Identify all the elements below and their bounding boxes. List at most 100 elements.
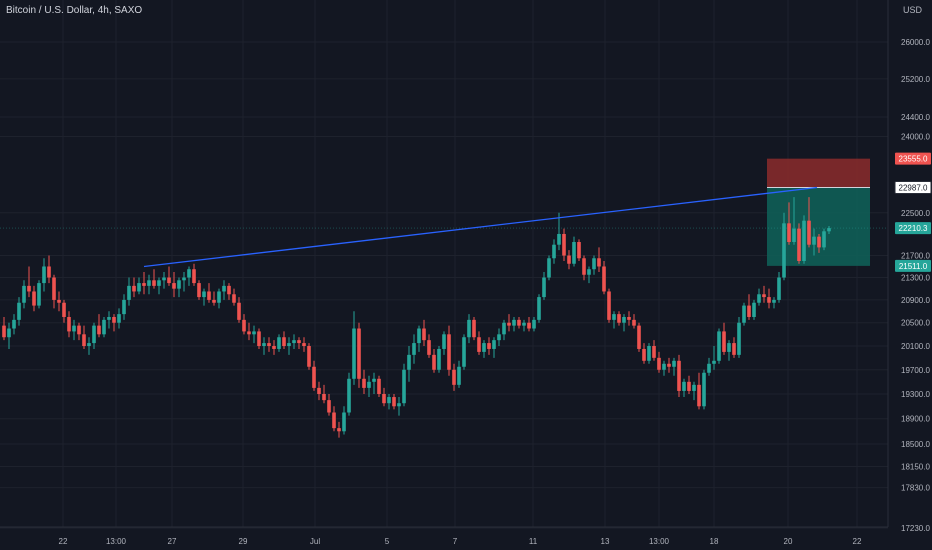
- candle-up[interactable]: [802, 220, 806, 261]
- candle-up[interactable]: [442, 334, 446, 349]
- candle-down[interactable]: [422, 328, 426, 341]
- candle-down[interactable]: [452, 369, 456, 385]
- candle-up[interactable]: [522, 322, 526, 326]
- trendline[interactable]: [143, 186, 818, 268]
- candle-down[interactable]: [67, 316, 71, 332]
- candle-up[interactable]: [757, 294, 761, 303]
- candle-up[interactable]: [367, 381, 371, 388]
- candle-down[interactable]: [382, 393, 386, 404]
- candle-up[interactable]: [402, 369, 406, 404]
- candle-down[interactable]: [57, 299, 61, 303]
- candle-down[interactable]: [172, 283, 176, 289]
- candle-up[interactable]: [497, 334, 501, 341]
- candle-up[interactable]: [157, 280, 161, 286]
- candle-up[interactable]: [772, 299, 776, 303]
- candle-down[interactable]: [617, 314, 621, 323]
- candle-down[interactable]: [197, 283, 201, 298]
- candle-up[interactable]: [482, 343, 486, 352]
- candle-up[interactable]: [202, 291, 206, 298]
- candle-down[interactable]: [192, 269, 196, 284]
- candle-down[interactable]: [642, 348, 646, 361]
- candle-up[interactable]: [782, 223, 786, 278]
- candle-down[interactable]: [627, 316, 631, 320]
- candle-down[interactable]: [427, 340, 431, 355]
- candle-down[interactable]: [62, 302, 66, 317]
- candle-up[interactable]: [742, 305, 746, 323]
- candle-up[interactable]: [412, 343, 416, 355]
- candle-down[interactable]: [337, 428, 341, 432]
- candle-up[interactable]: [42, 266, 46, 284]
- candle-up[interactable]: [182, 277, 186, 281]
- candle-down[interactable]: [242, 319, 246, 332]
- candle-up[interactable]: [707, 363, 711, 373]
- candle-up[interactable]: [492, 340, 496, 349]
- candle-up[interactable]: [702, 372, 706, 407]
- candle-down[interactable]: [787, 223, 791, 243]
- candle-down[interactable]: [227, 285, 231, 295]
- candle-up[interactable]: [187, 269, 191, 278]
- candle-down[interactable]: [472, 319, 476, 338]
- candle-up[interactable]: [407, 354, 411, 370]
- candle-down[interactable]: [282, 337, 286, 347]
- candle-down[interactable]: [317, 387, 321, 394]
- candle-up[interactable]: [252, 331, 256, 335]
- candle-up[interactable]: [37, 283, 41, 306]
- candle-down[interactable]: [257, 331, 261, 347]
- stop-loss-zone[interactable]: [767, 158, 870, 188]
- candle-down[interactable]: [567, 255, 571, 264]
- candle-up[interactable]: [467, 319, 471, 338]
- candle-down[interactable]: [687, 381, 691, 391]
- candle-down[interactable]: [237, 302, 241, 320]
- candle-up[interactable]: [812, 236, 816, 245]
- candle-down[interactable]: [487, 343, 491, 349]
- candle-up[interactable]: [147, 280, 151, 286]
- candle-up[interactable]: [177, 280, 181, 289]
- candle-down[interactable]: [762, 294, 766, 298]
- candle-up[interactable]: [347, 378, 351, 413]
- candle-down[interactable]: [697, 384, 701, 407]
- candle-down[interactable]: [152, 280, 156, 286]
- candle-up[interactable]: [352, 328, 356, 379]
- candle-up[interactable]: [162, 277, 166, 281]
- symbol-title[interactable]: Bitcoin / U.S. Dollar, 4h, SAXO: [6, 5, 143, 16]
- candle-down[interactable]: [797, 228, 801, 261]
- candle-up[interactable]: [462, 337, 466, 367]
- candle-up[interactable]: [717, 331, 721, 361]
- candle-down[interactable]: [582, 258, 586, 275]
- candle-down[interactable]: [597, 258, 601, 267]
- candle-down[interactable]: [632, 319, 636, 326]
- candle-down[interactable]: [167, 277, 171, 284]
- candle-down[interactable]: [477, 337, 481, 352]
- candle-down[interactable]: [77, 325, 81, 335]
- candle-up[interactable]: [12, 319, 16, 329]
- candle-down[interactable]: [47, 266, 51, 278]
- candle-down[interactable]: [732, 343, 736, 355]
- candle-up[interactable]: [7, 328, 11, 338]
- candle-up[interactable]: [127, 285, 131, 300]
- candle-down[interactable]: [307, 346, 311, 367]
- candle-down[interactable]: [112, 316, 116, 323]
- candle-up[interactable]: [712, 360, 716, 364]
- candle-up[interactable]: [647, 346, 651, 361]
- candle-down[interactable]: [132, 285, 136, 292]
- candle-down[interactable]: [302, 343, 306, 347]
- candle-down[interactable]: [232, 294, 236, 303]
- candle-down[interactable]: [667, 363, 671, 367]
- candle-down[interactable]: [722, 331, 726, 352]
- candle-down[interactable]: [377, 378, 381, 394]
- candle-up[interactable]: [547, 258, 551, 278]
- candle-down[interactable]: [652, 346, 656, 358]
- candle-up[interactable]: [417, 328, 421, 344]
- candle-up[interactable]: [572, 242, 576, 264]
- candle-down[interactable]: [362, 378, 366, 388]
- candle-up[interactable]: [87, 343, 91, 347]
- candle-down[interactable]: [142, 283, 146, 286]
- candle-down[interactable]: [637, 325, 641, 349]
- candle-down[interactable]: [327, 400, 331, 413]
- candle-down[interactable]: [297, 340, 301, 344]
- candle-down[interactable]: [507, 322, 511, 326]
- candle-up[interactable]: [622, 316, 626, 323]
- candle-down[interactable]: [322, 393, 326, 401]
- candle-down[interactable]: [392, 397, 396, 407]
